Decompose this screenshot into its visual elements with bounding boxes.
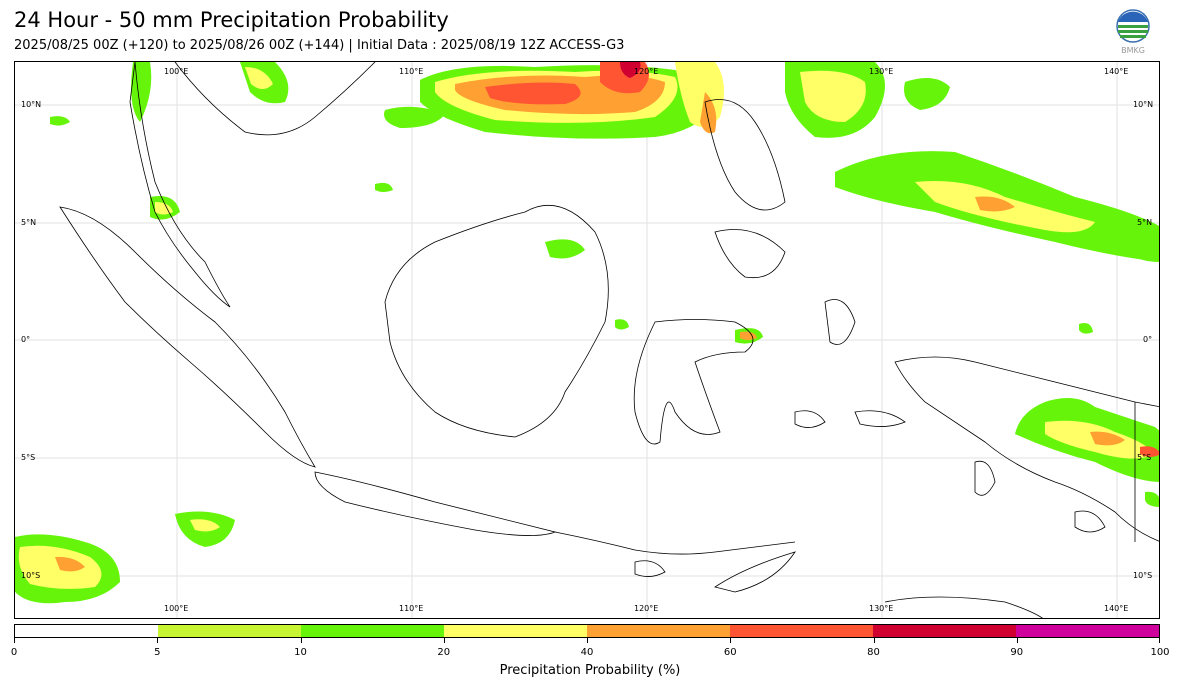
colorbar-bin [587,625,730,637]
colorbar-tick-label: 5 [154,647,161,658]
colorbar [14,624,1160,638]
colorbar-tick-mark [1016,638,1018,643]
lon-tick-bottom: 140°E [1104,604,1129,613]
lon-tick-bottom: 110°E [399,604,424,613]
lat-tick-left: 10°S [21,571,41,580]
colorbar-bin [1016,625,1159,637]
colorbar-tick-label: 90 [1010,647,1024,658]
lon-tick-top: 110°E [399,67,424,76]
colorbar-tick-mark [730,638,732,643]
lat-tick-right: 5°S [1137,453,1152,462]
lat-tick-right: 5°N [1137,218,1153,227]
precip-fields [15,62,1159,604]
lat-tick-left: 5°S [21,453,36,462]
lat-tick-left: 10°N [21,100,42,109]
colorbar-title: Precipitation Probability (%) [499,663,681,678]
map-subtitle: 2025/08/25 00Z (+120) to 2025/08/26 00Z … [14,38,625,53]
bmkg-logo: BMKG [1113,8,1153,56]
colorbar-tick-mark [443,638,445,643]
colorbar-tick-label: 60 [723,647,737,658]
colorbar-tick-mark [157,638,159,643]
lat-tick-right: 0° [1143,335,1153,344]
lon-tick-top: 140°E [1104,67,1129,76]
lon-tick-bottom: 100°E [164,604,189,613]
precipitation-map[interactable]: 100°E 110°E 120°E 130°E 140°E 100°E 110°… [14,61,1160,619]
lon-tick-top: 120°E [634,67,659,76]
colorbar-tick-label: 40 [580,647,594,658]
coastlines [59,62,1159,618]
colorbar-bin [15,625,158,637]
colorbar-tick-mark [587,638,588,643]
lon-tick-bottom: 120°E [634,604,659,613]
lon-tick-top: 100°E [164,67,189,76]
colorbar-tick-mark [300,638,302,643]
colorbar-bin [301,625,444,637]
lat-tick-right: 10°S [1133,571,1153,580]
colorbar-bin [158,625,301,637]
colorbar-tick-label: 10 [294,647,307,658]
lat-tick-right: 10°N [1133,100,1154,109]
colorbar-bin [873,625,1016,637]
colorbar-bin [730,625,873,637]
lon-tick-bottom: 130°E [869,604,894,613]
colorbar-tick-label: 0 [10,647,18,658]
lat-tick-left: 0° [21,335,31,344]
colorbar-tick-mark [873,638,875,643]
colorbar-tick-label: 20 [437,647,451,658]
map-title: 24 Hour - 50 mm Precipitation Probabilit… [14,8,449,32]
svg-text:BMKG: BMKG [1121,46,1145,55]
lon-tick-top: 130°E [869,67,894,76]
map-canvas [15,62,1159,618]
colorbar-tick-label: 80 [867,647,880,658]
lat-tick-left: 5°N [21,218,37,227]
colorbar-tick-label: 100 [1150,647,1170,658]
colorbar-tick-mark [1159,638,1160,643]
colorbar-tick-mark [14,638,15,643]
colorbar-bin [444,625,587,637]
